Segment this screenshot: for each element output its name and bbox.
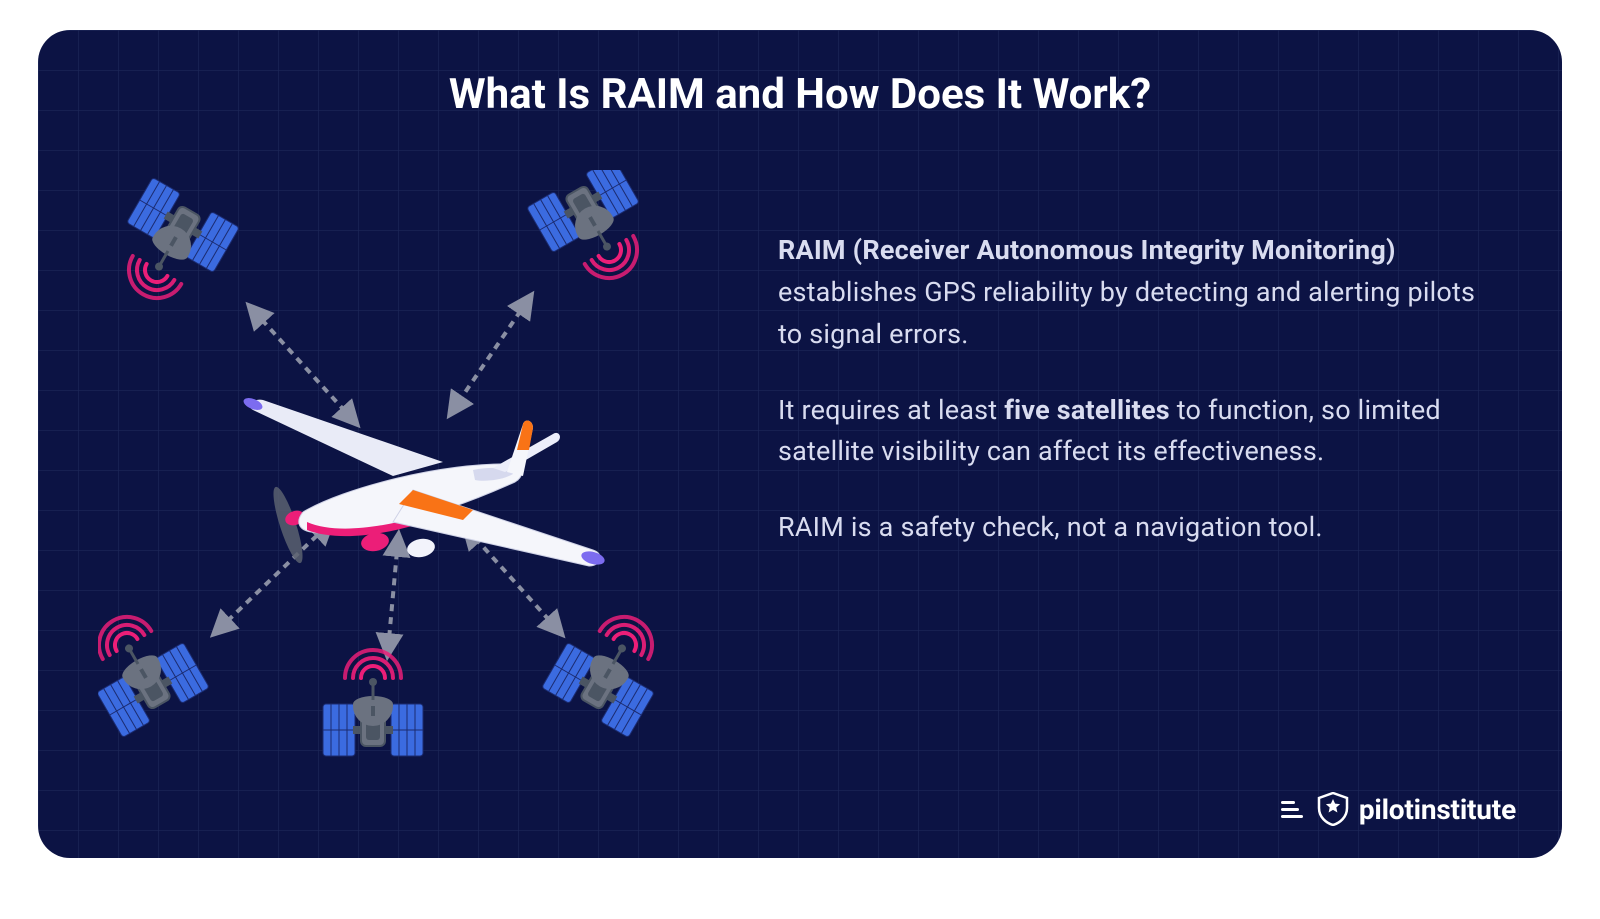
body-paragraph: RAIM is a safety check, not a navigation… bbox=[778, 507, 1498, 549]
sat-top-left-icon bbox=[100, 177, 240, 319]
wing-lines-icon bbox=[1281, 801, 1303, 818]
body-text-column: RAIM (Receiver Autonomous Integrity Moni… bbox=[778, 230, 1498, 583]
arr-bm bbox=[388, 540, 398, 650]
arr-tr bbox=[453, 300, 528, 410]
shield-icon bbox=[1317, 792, 1349, 826]
sat-top-right-icon bbox=[527, 170, 667, 299]
sat-bottom-left-icon bbox=[98, 596, 209, 738]
brand-logo: pilotinstitute bbox=[1281, 792, 1516, 826]
raim-illustration bbox=[98, 170, 718, 810]
arr-bl bbox=[218, 525, 328, 630]
infographic-card: What Is RAIM and How Does It Work? RAIM … bbox=[38, 30, 1562, 858]
body-paragraph: It requires at least five satellites to … bbox=[778, 390, 1498, 474]
page-title: What Is RAIM and How Does It Work? bbox=[38, 70, 1562, 119]
sat-bottom-mid-icon bbox=[323, 650, 423, 756]
airplane-icon bbox=[242, 396, 606, 567]
body-paragraph: RAIM (Receiver Autonomous Integrity Moni… bbox=[778, 230, 1498, 356]
sat-bottom-right-icon bbox=[542, 596, 682, 738]
brand-name: pilotinstitute bbox=[1359, 793, 1516, 826]
